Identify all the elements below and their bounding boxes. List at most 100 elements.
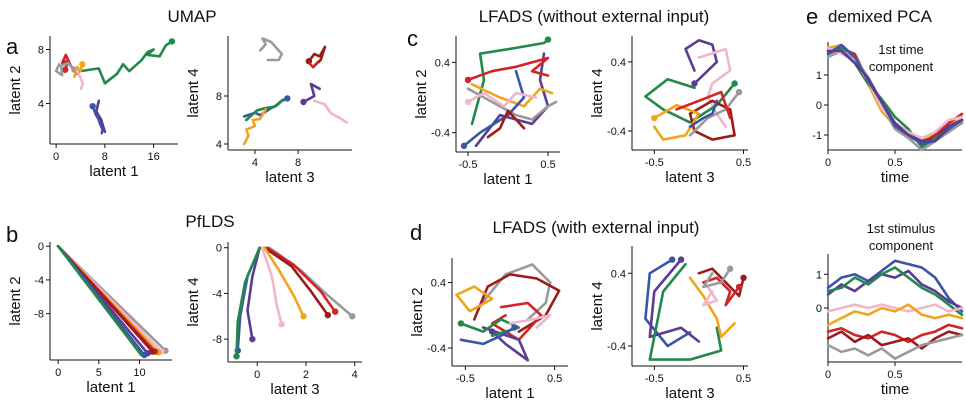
series-line-orange [73,63,84,78]
x-tick-label: -0.5 [645,373,664,385]
series-line-orange [826,303,964,327]
series-endpoint [249,335,256,343]
x-tick-label: 0 [53,151,59,163]
series-endpoint [300,313,307,320]
series-line-purple [826,269,964,310]
x-tick-label: 0.5 [887,157,902,169]
series-endpoint [168,38,176,45]
y-tick-label: -0.4 [607,126,626,138]
series-line-orange [242,107,268,146]
y-tick-label: 0.4 [611,268,626,280]
series-endpoint [457,320,465,327]
series-endpoint [488,328,496,335]
series-endpoint [233,353,240,360]
series-line-green [826,266,964,317]
series-line-gray [826,333,964,360]
chart-annotation: component [869,59,934,74]
x-tick-label: 0.5 [540,159,555,171]
y-tick-label: 0.4 [611,57,626,69]
series-line-darkred [826,330,964,350]
x-axis-label: latent 3 [665,169,714,186]
y-tick-label: -8 [34,309,44,321]
series-endpoint [460,142,468,150]
series-line-green [644,77,736,124]
x-tick-label: 0 [55,367,61,379]
x-axis-label: latent 1 [86,379,135,396]
x-tick-label: 8 [102,151,108,163]
x-tick-label: 4 [352,369,358,381]
series-line-purple [474,52,550,148]
x-tick-label: 0.5 [887,369,902,381]
series-endpoint [740,274,747,282]
chart-c2: -0.5 0.5 0.4 -0.4 latent 3 latent 4 [589,36,751,186]
series-line-blue [826,259,964,313]
y-axis-label: latent 2 [409,287,426,336]
panel-label-e: e [806,4,818,29]
y-tick-label: 0.4 [431,278,446,290]
series-line-darkred [486,109,526,139]
x-axis-label: latent 1 [89,163,138,180]
series-line-orange [455,285,494,313]
series-line-darkred [697,267,745,298]
series-line-pink [76,69,85,90]
chart-annotation: component [869,238,934,253]
panel-label-d: d [410,220,422,245]
series-line-gray [466,87,558,121]
x-tick-label: 10 [133,367,145,379]
series-line-pink [508,313,552,329]
series-endpoint [464,98,472,106]
y-axis-label: latent 2 [7,65,24,114]
chart-title: demixed PCA [828,7,933,26]
chart-e1: 0 0.5 1 0 -1 time demixed PCA 1st time component [812,7,964,186]
y-tick-label: 0.4 [435,57,450,69]
y-tick-label: 1 [816,70,822,82]
x-axis-label: latent 1 [485,385,534,402]
chart-title: LFADS (with external input) [493,218,700,237]
series-line-red [265,246,337,314]
series-line-darkred [263,246,330,317]
series-line-blue [644,258,692,348]
y-tick-label: 0 [816,100,822,112]
x-tick-label: 0 [825,157,831,169]
series-line-gray [258,37,284,62]
y-tick-label: -4 [34,275,44,287]
series-line-blue [688,99,719,128]
series-line-orange [263,246,305,318]
y-axis-label: latent 4 [185,68,202,117]
x-axis-label: latent 3 [665,385,714,402]
series-endpoint [735,88,743,96]
series-line-pink [312,99,348,124]
chart-b2: 0 2 4 0 -4 -8 latent 3 latent 4 [185,242,362,398]
panel-label-b: b [6,222,18,247]
chart-annotation: 1st time [878,42,924,57]
y-axis-label: latent 2 [7,276,24,325]
chart-d2: -0.5 0.5 0.4 -0.4 latent 3 latent 4 [589,246,751,402]
series-line-orange [688,276,736,339]
series-line-blue [459,326,516,346]
series-line-green [56,244,143,357]
series-line-gray [477,263,552,321]
series-endpoint [149,348,156,355]
x-tick-label: 0 [254,369,260,381]
series-line-green [79,40,174,85]
y-tick-label: -0.4 [427,343,446,355]
series-line-purple [302,82,322,104]
panel-label-c: c [407,26,418,51]
series-line-red [490,301,543,342]
y-tick-label: 0 [38,241,44,253]
series-line-blue [91,104,104,135]
series-line-purple [648,258,701,343]
series-endpoint [79,61,86,68]
series-line-gray [702,267,732,289]
x-tick-label: 2 [303,369,309,381]
chart-title: PfLDS [185,212,234,231]
series-endpoint [89,103,96,110]
x-tick-label: -0.5 [456,373,475,385]
x-tick-label: 0.5 [547,373,562,385]
series-endpoint [668,256,676,263]
series-endpoint [464,76,472,84]
series-line-purple [246,246,262,341]
